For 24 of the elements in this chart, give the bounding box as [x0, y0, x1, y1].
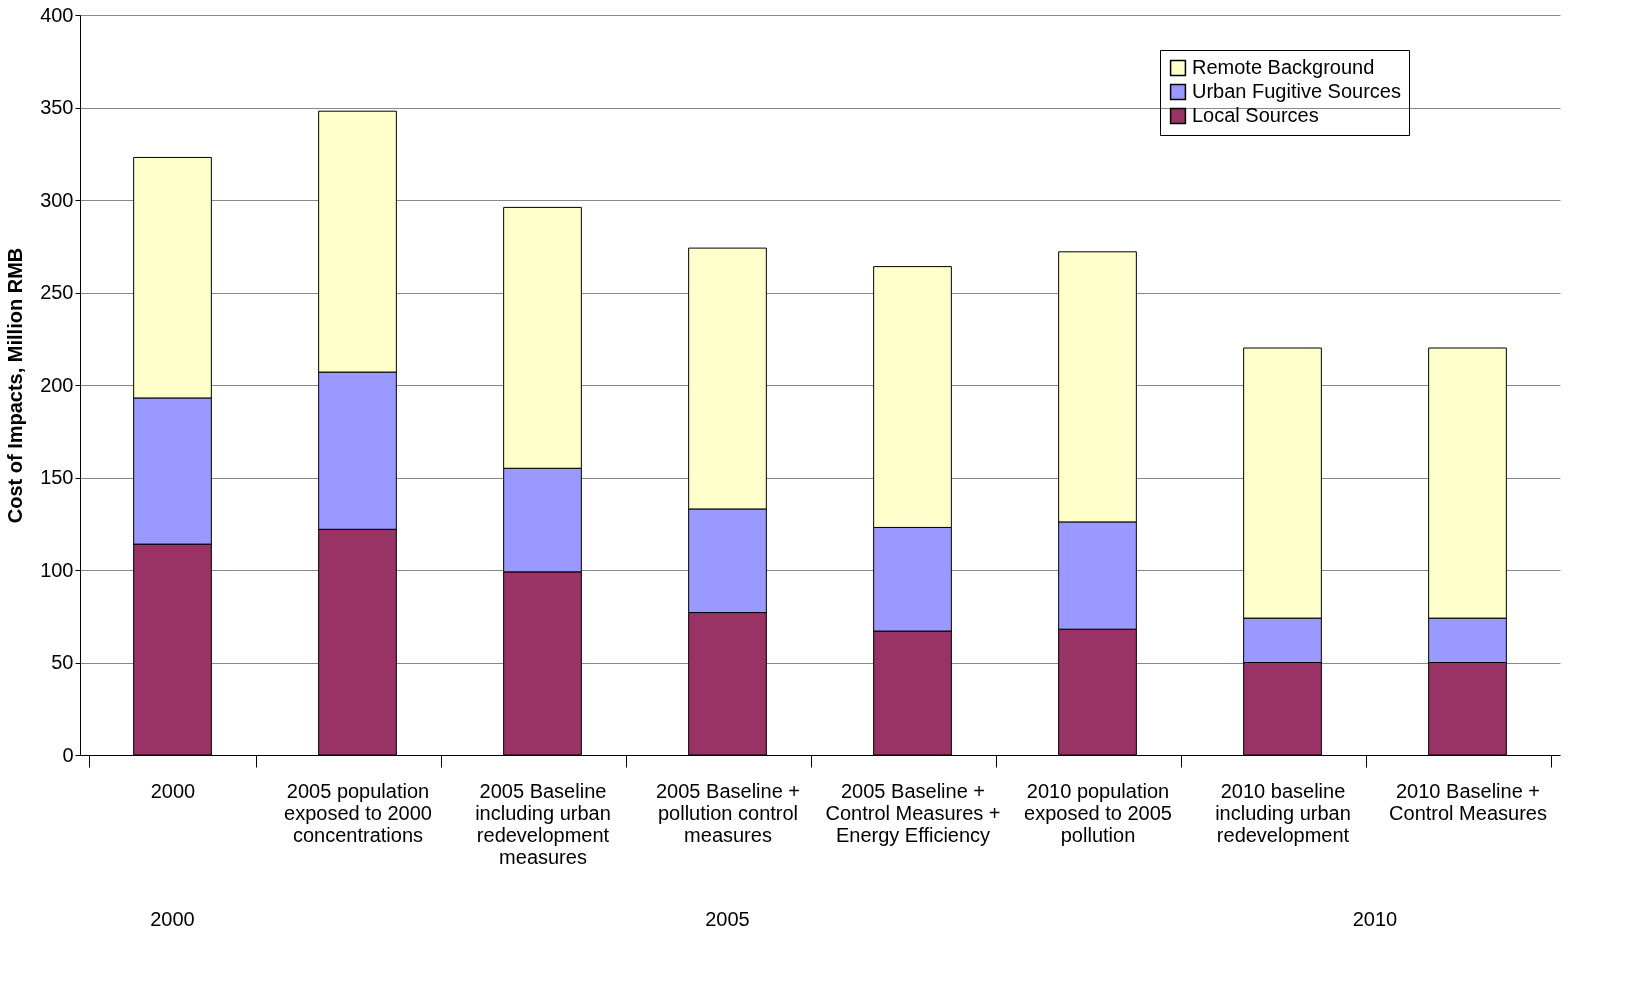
text: 2000 — [150, 908, 195, 930]
x-tick-label: 2005 Baseline + Control Measures + Energy Efficiency — [825, 779, 1001, 846]
x-tick-label: 2010 Baseline + Control Measures — [1389, 779, 1547, 824]
y-tick-label: 300 — [40, 188, 74, 211]
legend-label: Local Sources — [1192, 104, 1319, 126]
x-tick-label: 2005 Baseline including urban redevelopment measures — [475, 779, 611, 868]
y-tick-label: 100 — [40, 558, 74, 581]
y-tick-label: 250 — [40, 281, 74, 303]
text: 2005 — [705, 908, 750, 930]
legend-label: Remote Background — [1192, 56, 1375, 78]
y-tick-label: 0 — [62, 743, 74, 766]
legend-label: Urban Fugitive Sources — [1192, 80, 1401, 102]
y-tick-label: 50 — [51, 651, 74, 673]
y-axis-title: Cost of Impacts, Million RMB — [4, 247, 27, 524]
x-tick-label: 2000 — [150, 779, 196, 802]
y-tick-label: 350 — [40, 96, 74, 118]
x-tick-label: 2005 Baseline + pollution control measures — [655, 779, 801, 846]
y-tick-label: 200 — [40, 373, 74, 396]
x-tick-label: 2010 population exposed to 2005 pollution — [1024, 779, 1172, 846]
text: 2010 — [1352, 908, 1398, 930]
y-tick-label: 150 — [40, 466, 74, 488]
y-tick-label: 400 — [40, 3, 74, 26]
x-tick-label: 2005 population exposed to 2000 concentrations — [284, 779, 432, 846]
x-tick-label: 2010 baseline including urban redevelopment — [1215, 779, 1351, 846]
